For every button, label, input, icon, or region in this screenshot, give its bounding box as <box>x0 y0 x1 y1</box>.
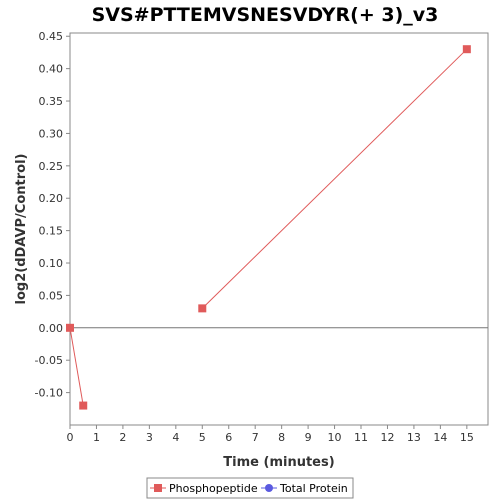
x-tick-label: 10 <box>328 431 342 444</box>
data-point <box>66 323 74 332</box>
x-tick-label: 5 <box>199 431 206 444</box>
legend-label-phosphopeptide: Phosphopeptide <box>169 482 258 495</box>
x-tick-label: 6 <box>225 431 232 444</box>
y-tick-label: 0.35 <box>39 95 64 108</box>
y-tick-label: 0.25 <box>39 160 64 173</box>
x-tick-label: 9 <box>305 431 312 444</box>
series-lines <box>69 48 468 406</box>
legend-box <box>146 477 354 499</box>
x-axis-label: Time (minutes) <box>223 455 334 470</box>
x-tick-label: 14 <box>433 431 447 444</box>
x-tick-label: 13 <box>407 431 421 444</box>
y-tick-label: 0.20 <box>39 192 64 205</box>
y-tick-label: 0.10 <box>39 257 64 270</box>
x-tick-label: 8 <box>278 431 285 444</box>
legend-marker-total-protein <box>265 484 273 492</box>
data-point <box>79 401 88 410</box>
data-point <box>462 45 471 54</box>
y-axis-label: log2(dDAVP/Control) <box>14 154 29 305</box>
legend: Phosphopeptide Total Protein <box>146 477 354 499</box>
x-axis: 0 1 2 3 4 5 6 7 8 9 10 11 12 13 14 15 <box>67 425 474 444</box>
x-tick-label: 2 <box>119 431 126 444</box>
chart-title: SVS#PTTEMVSNESVDYR(+ 3)_v3 <box>92 4 439 26</box>
y-tick-label: 0.15 <box>39 225 64 238</box>
legend-label-total-protein: Total Protein <box>279 482 348 495</box>
data-point <box>198 304 207 313</box>
x-tick-label: 15 <box>460 431 474 444</box>
x-tick-label: 4 <box>172 431 179 444</box>
y-tick-label: 0.45 <box>39 30 64 43</box>
series-line-segment <box>69 327 84 406</box>
series-line-segment <box>201 48 468 309</box>
y-axis: -0.10 -0.05 0.00 0.05 0.10 0.15 0.20 0.25 0.30 0.… <box>35 30 70 400</box>
y-tick-label: 0.40 <box>39 63 64 76</box>
y-tick-label: 0.05 <box>39 289 64 302</box>
legend-marker-phosphopeptide <box>154 484 162 492</box>
x-tick-label: 0 <box>67 431 74 444</box>
x-tick-label: 3 <box>146 431 153 444</box>
y-tick-label: 0.30 <box>39 127 64 140</box>
series-points <box>66 45 471 410</box>
x-tick-label: 1 <box>93 431 100 444</box>
x-tick-label: 7 <box>252 431 259 444</box>
x-tick-label: 11 <box>354 431 368 444</box>
x-tick-label: 12 <box>380 431 394 444</box>
plot-area <box>69 32 489 426</box>
y-tick-label: -0.10 <box>35 387 63 400</box>
y-tick-label: 0.00 <box>39 322 64 335</box>
y-tick-label: -0.05 <box>35 354 63 367</box>
